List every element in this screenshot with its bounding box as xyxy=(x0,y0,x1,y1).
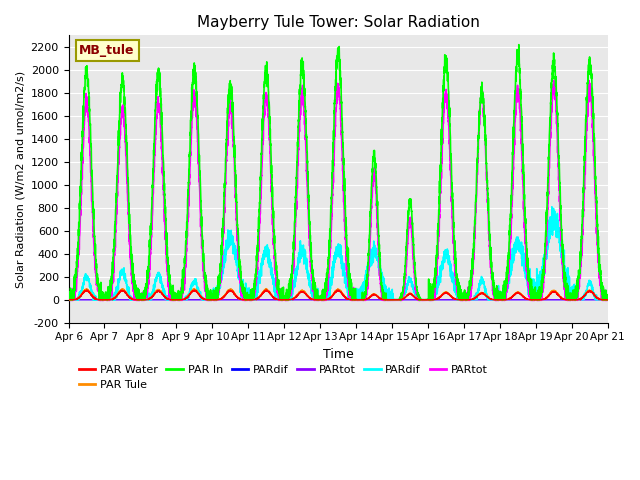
Text: MB_tule: MB_tule xyxy=(79,44,135,57)
Legend: PAR Water, PAR Tule, PAR In, PARdif, PARtot, PARdif, PARtot: PAR Water, PAR Tule, PAR In, PARdif, PAR… xyxy=(74,360,492,395)
Y-axis label: Solar Radiation (W/m2 and umol/m2/s): Solar Radiation (W/m2 and umol/m2/s) xyxy=(15,71,25,288)
Title: Mayberry Tule Tower: Solar Radiation: Mayberry Tule Tower: Solar Radiation xyxy=(196,15,479,30)
X-axis label: Time: Time xyxy=(323,348,353,361)
